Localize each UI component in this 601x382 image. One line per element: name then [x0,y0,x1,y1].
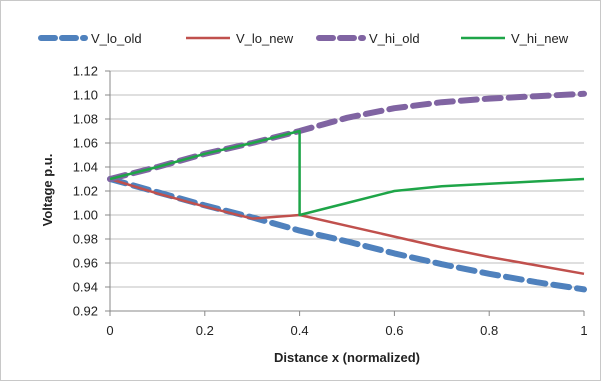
x-tick-label: 0.8 [480,323,498,338]
y-tick-label: 1.08 [73,112,98,127]
x-tick-label: 0 [106,323,113,338]
series-line-v-hi-old [107,90,587,182]
y-tick-label: 1.12 [73,64,98,79]
series-line-v-lo-old [107,176,587,293]
legend-label: V_hi_new [511,31,569,46]
y-tick-label: 1.00 [73,208,98,223]
y-tick-label: 1.02 [73,184,98,199]
legend: V_lo_old V_lo_new V_hi_old V_hi_new [38,31,569,46]
series-layer [107,90,587,293]
y-tick-label: 0.96 [73,256,98,271]
y-tick-label: 0.92 [73,304,98,319]
x-tick-label: 0.2 [196,323,214,338]
x-tick-label: 0.6 [385,323,403,338]
y-axis-title: Voltage p.u. [40,154,55,227]
series-line-v-lo-new [109,177,585,276]
axes-layer: 0.92 0.94 0.96 0.98 1.00 1.02 1.04 1.06 1.08 1.10… [73,64,588,339]
series-line-v-hi-new [109,129,585,217]
y-tick-label: 0.98 [73,232,98,247]
legend-label: V_lo_new [236,31,294,46]
x-axis-title: Distance x (normalized) [274,350,420,365]
legend-label: V_lo_old [91,31,142,46]
y-tick-label: 1.04 [73,160,98,175]
x-tick-label: 0.4 [291,323,309,338]
y-tick-label: 1.06 [73,136,98,151]
y-tick-label: 1.10 [73,88,98,103]
x-tick-label: 1 [580,323,587,338]
legend-label: V_hi_old [369,31,420,46]
grid-layer [110,70,584,288]
y-tick-label: 0.94 [73,280,98,295]
